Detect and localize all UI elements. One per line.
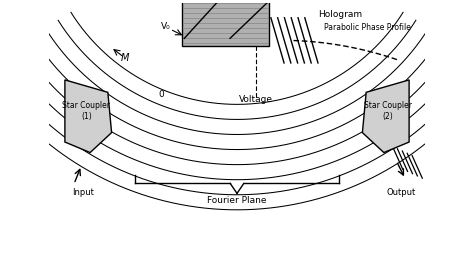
Text: Parabolic Phase Profile: Parabolic Phase Profile [324, 23, 410, 32]
Text: Voltage: Voltage [239, 95, 273, 104]
Text: 0: 0 [159, 90, 164, 100]
Text: Fourier Plane: Fourier Plane [207, 196, 267, 206]
Text: Star Coupler
(1): Star Coupler (1) [63, 101, 110, 121]
Text: Output: Output [387, 188, 416, 197]
Text: Input: Input [72, 188, 93, 197]
Text: Hologram: Hologram [318, 10, 362, 19]
Text: Star Coupler
(2): Star Coupler (2) [364, 101, 411, 121]
Polygon shape [65, 80, 111, 153]
Text: M: M [120, 54, 129, 63]
Text: Vₘ: Vₘ [259, 16, 271, 25]
Polygon shape [363, 80, 409, 153]
Bar [182, 0, 269, 46]
Text: V₀: V₀ [161, 22, 170, 31]
